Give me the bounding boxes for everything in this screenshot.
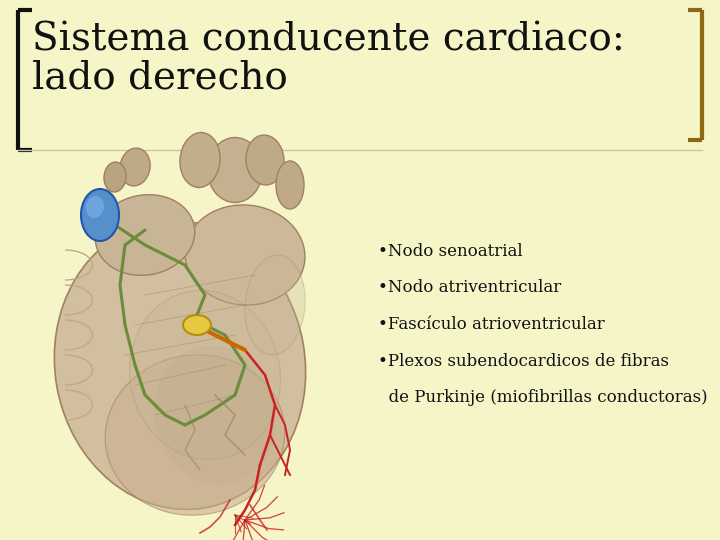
- Ellipse shape: [130, 291, 281, 460]
- Ellipse shape: [120, 148, 150, 186]
- Ellipse shape: [95, 194, 194, 275]
- Ellipse shape: [183, 315, 211, 335]
- Text: de Purkinje (miofibrillas conductoras): de Purkinje (miofibrillas conductoras): [378, 389, 708, 407]
- Ellipse shape: [86, 196, 104, 218]
- Ellipse shape: [154, 346, 276, 484]
- Ellipse shape: [185, 205, 305, 305]
- Ellipse shape: [105, 355, 285, 515]
- Ellipse shape: [245, 255, 305, 355]
- Ellipse shape: [54, 220, 306, 509]
- Text: •Nodo senoatrial: •Nodo senoatrial: [378, 242, 523, 260]
- Ellipse shape: [104, 162, 126, 192]
- Ellipse shape: [207, 138, 263, 202]
- Text: •Fascículo atrioventricular: •Fascículo atrioventricular: [378, 316, 605, 333]
- Text: lado derecho: lado derecho: [32, 59, 288, 97]
- Ellipse shape: [81, 189, 119, 241]
- Text: Sistema conducente cardiaco:: Sistema conducente cardiaco:: [32, 22, 625, 58]
- Text: •Plexos subendocardicos de fibras: •Plexos subendocardicos de fibras: [378, 353, 669, 370]
- Text: •Nodo atriventricular: •Nodo atriventricular: [378, 279, 562, 296]
- Ellipse shape: [180, 132, 220, 187]
- Ellipse shape: [246, 135, 284, 185]
- Ellipse shape: [276, 161, 304, 209]
